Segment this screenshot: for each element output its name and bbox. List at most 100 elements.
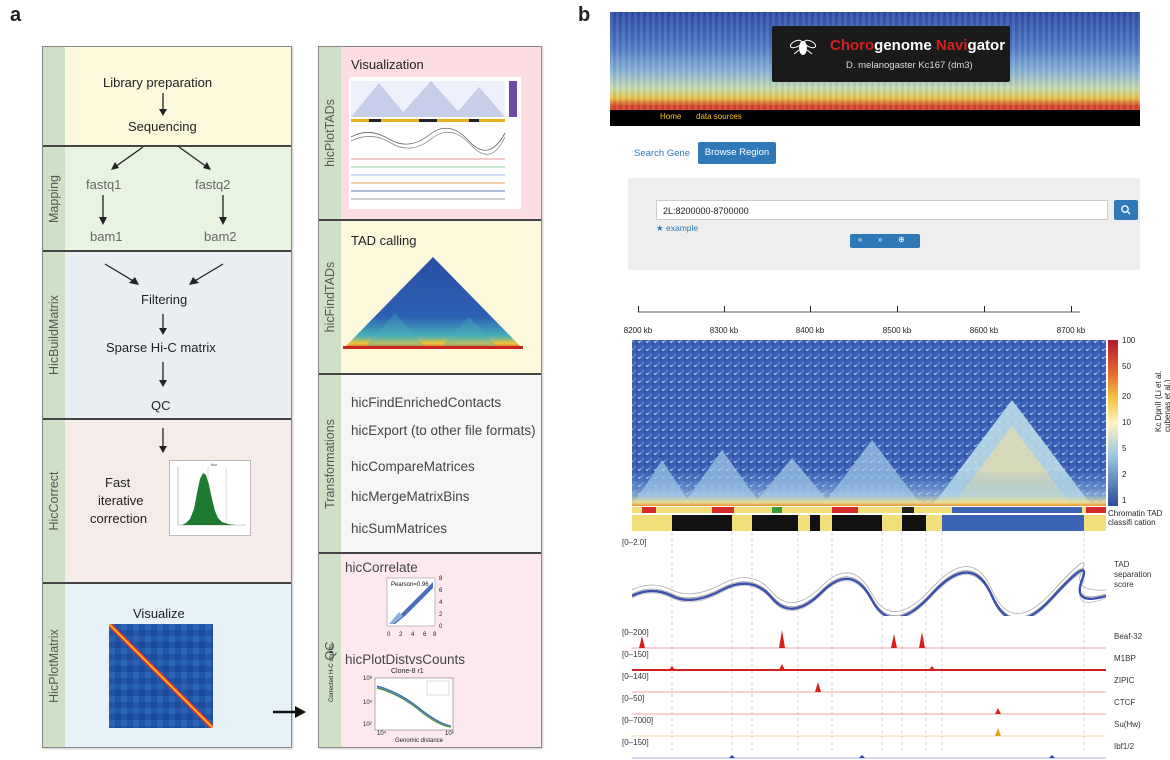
transformations-label: Transformations: [323, 418, 337, 509]
track-name-label: M1BP: [1114, 654, 1136, 663]
star-icon: ★: [656, 223, 666, 233]
correlation-scatter: [386, 577, 436, 627]
site-subtitle: D. melanogaster Kc167 (dm3): [846, 60, 973, 71]
stage-correct: HicCorrect Fast iterative correction his…: [43, 420, 291, 584]
colorbar-tick-label: 50: [1122, 362, 1131, 371]
arrow-down-icon: [159, 93, 167, 116]
stage-tad-calling: hicFindTADs TAD calling: [319, 221, 541, 375]
split-arrows-icon: [99, 146, 227, 225]
panel-a-letter: a: [10, 4, 22, 26]
nav-bar: [610, 110, 1140, 126]
panel-b-letter: b: [578, 4, 591, 26]
scatter-ytick: 4: [439, 600, 443, 606]
region-input[interactable]: 2L:8200000-8700000: [656, 200, 1108, 220]
trans-item: hicExport (to other file formats): [351, 423, 536, 438]
axis-tick: [897, 306, 898, 312]
site-title-part: genome: [874, 37, 936, 54]
stage-visualization: hicPlotTADs Visualization: [319, 47, 541, 221]
library-prep-text: Library preparation: [103, 75, 213, 90]
chip-track: [632, 755, 1106, 759]
dist-ytick: 10²: [363, 722, 372, 728]
filtering-text: Filtering: [141, 292, 188, 307]
axis-tick-label: 8700 kb: [1056, 326, 1086, 335]
site-title-part: gator: [967, 37, 1006, 54]
hic-matrix-thumbnail: [109, 624, 213, 728]
nav-button-group: « » ⊕: [850, 234, 920, 248]
dist-xtick: 10⁶: [445, 731, 455, 737]
axis-tick-label: 8500 kb: [882, 326, 912, 335]
track-range-label: [0–150]: [622, 650, 649, 659]
scatter-xtick: 6: [423, 632, 427, 638]
stage-build-matrix: HicBuildMatrix Filtering Sparse Hi-C mat…: [43, 252, 291, 420]
correction-line3: correction: [90, 511, 148, 526]
track-range-label: [0–7000]: [622, 716, 654, 725]
track-range-label: [0–200]: [622, 628, 649, 637]
forward-icon[interactable]: »: [878, 235, 883, 244]
colorbar-tick-label: 20: [1122, 392, 1131, 401]
stage-qc: QC hicCorrelate Pearson=0.96 8 6 4 2 0 0…: [319, 554, 541, 747]
tad-triangle-thumbnail: [343, 257, 523, 349]
hicfindtads-label: hicFindTADs: [323, 261, 337, 333]
axis-tick: [1071, 306, 1072, 312]
hicplottads-label: hicPlotTADs: [323, 99, 337, 167]
search-icon: [1121, 205, 1131, 215]
arrow-down-icon: [159, 362, 167, 387]
axis-tick: [984, 306, 985, 312]
tad-score-label: TAD separation score: [1114, 560, 1152, 589]
pearson-text: Pearson=0.96: [391, 582, 429, 588]
visualize-text: Visualize: [133, 606, 185, 621]
dist-ylabel: Corrected H-C counts: [329, 643, 335, 702]
tad-plot-thumbnail: [349, 77, 521, 209]
chip-track: [632, 630, 1106, 649]
track-name-label: Su(Hw): [1114, 720, 1141, 729]
search-button[interactable]: [1114, 200, 1138, 220]
dist-xlabel: Genomic distance: [395, 738, 444, 744]
pipeline-right-column: hicPlotTADs Visualization hicFindTADs TA…: [318, 46, 542, 748]
heatmap-colorbar: [1108, 340, 1118, 506]
dist-ytick: 10⁸: [363, 676, 373, 682]
genome-axis: [638, 311, 1080, 313]
svg-text:hist: hist: [211, 462, 218, 467]
example-link[interactable]: ★ example: [656, 223, 698, 234]
axis-tick-label: 8200 kb: [623, 326, 653, 335]
colorbar-tick-label: 1: [1122, 496, 1127, 505]
axis-tick: [724, 306, 725, 312]
chip-track: [632, 708, 1106, 715]
axis-tick: [810, 306, 811, 312]
dist-title: Clone-8 r1: [391, 668, 424, 675]
scatter-xtick: 0: [387, 632, 391, 638]
tab-search-gene[interactable]: Search Gene: [634, 148, 690, 159]
axis-tick-label: 8300 kb: [709, 326, 739, 335]
dist-xtick: 10⁴: [377, 731, 387, 737]
track-name-label: Ibf1/2: [1114, 742, 1135, 751]
tad-score-range: [0–2.0]: [622, 538, 647, 547]
correction-line2: iterative: [98, 493, 144, 508]
track-name-label: ZIPIC: [1114, 676, 1135, 685]
site-title-box: Chorogenome Navigator D. melanogaster Kc…: [772, 26, 1010, 82]
stage-plot-matrix: HicPlotMatrix Visualize: [43, 584, 291, 747]
trans-item: hicSumMatrices: [351, 521, 448, 536]
region-panel: [628, 178, 1140, 270]
site-title: Chorogenome Navigator: [830, 37, 1005, 54]
colorbar-tick-label: 10: [1122, 418, 1131, 427]
nav-data-sources-link[interactable]: data sources: [696, 112, 742, 121]
scatter-xtick: 4: [411, 632, 415, 638]
stage-library: Library preparation Sequencing: [43, 47, 291, 147]
track-name-label: Beaf-32: [1114, 632, 1143, 641]
trans-item: hicCompareMatrices: [351, 459, 475, 474]
hicbuildmatrix-label: HicBuildMatrix: [47, 295, 61, 375]
nav-home-link[interactable]: Home: [660, 112, 682, 121]
scatter-ytick: 6: [439, 588, 443, 594]
fly-logo-icon: [790, 39, 816, 55]
tad-score-track: [632, 562, 1106, 616]
track-name-label: CTCF: [1114, 698, 1136, 707]
example-link-label: example: [665, 223, 699, 233]
tab-browse-region[interactable]: Browse Region: [698, 142, 776, 164]
rewind-icon[interactable]: «: [858, 235, 863, 244]
zoom-icon[interactable]: ⊕: [898, 235, 905, 244]
chip-track: [632, 664, 1106, 671]
visualization-title: Visualization: [351, 57, 424, 72]
arrow-down-icon: [159, 428, 167, 453]
sequencing-text: Sequencing: [128, 119, 197, 134]
colorbar-tick-label: 5: [1122, 444, 1127, 453]
